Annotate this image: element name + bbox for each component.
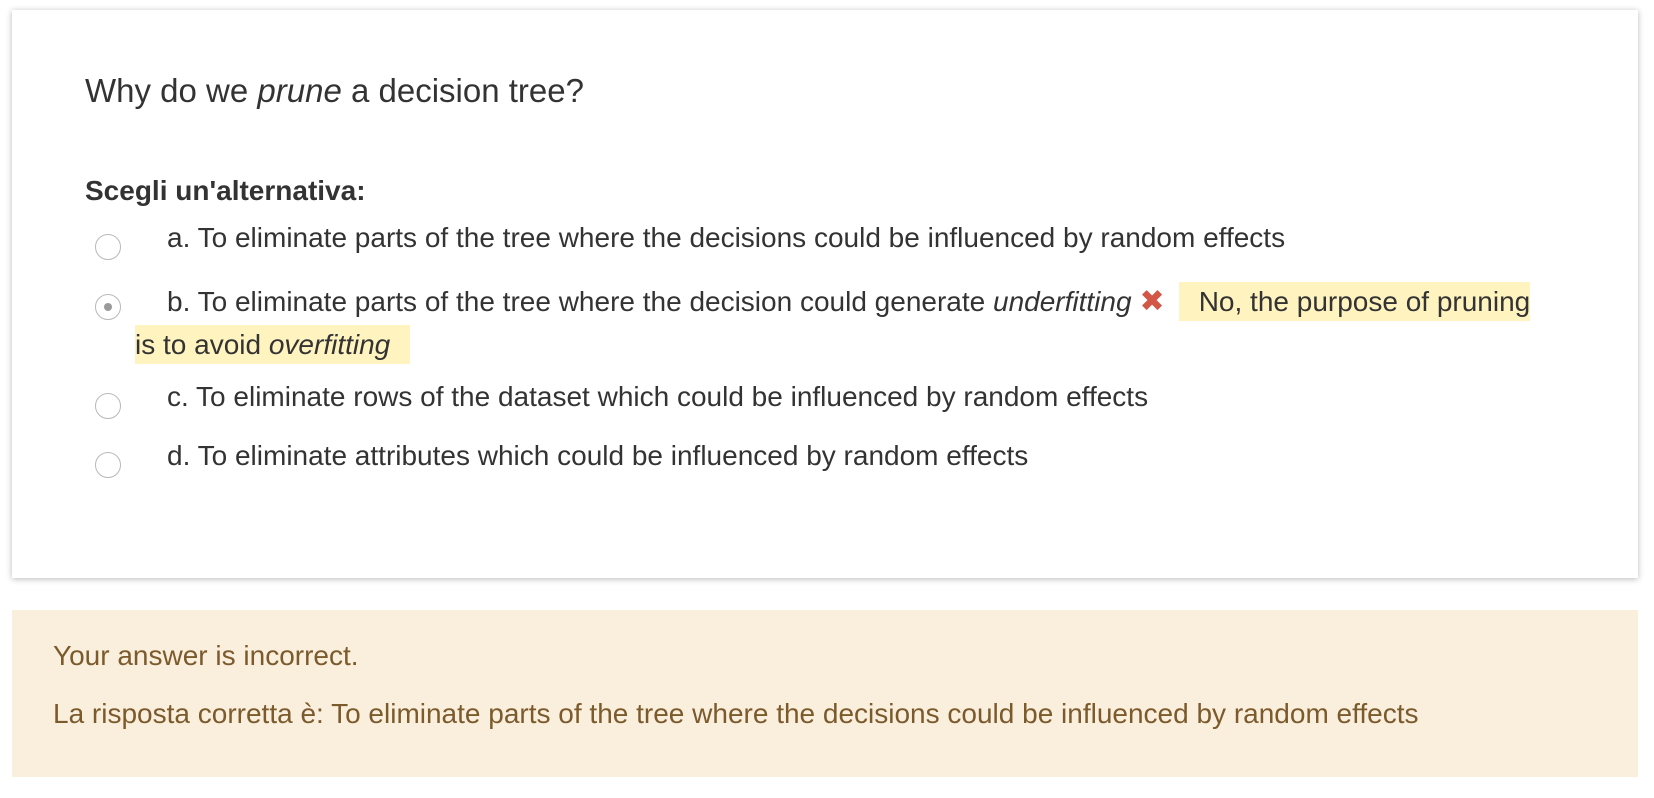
- option-b-content: b. To eliminate parts of the tree where …: [135, 280, 1555, 366]
- outcome-status: Your answer is incorrect.: [53, 640, 359, 671]
- option-b-feedback-emphasis: overfitting: [268, 329, 391, 360]
- option-d-radio[interactable]: [95, 452, 121, 478]
- option-b-label-emphasis: underfitting: [993, 286, 1132, 317]
- outcome-feedback-panel: Your answer is incorrect. La risposta co…: [12, 610, 1638, 777]
- question-card: Why do we prune a decision tree? Scegli …: [12, 10, 1638, 578]
- option-c-radio[interactable]: [95, 393, 121, 419]
- option-c-label: c. To eliminate rows of the dataset whic…: [167, 381, 1149, 412]
- radio-selected-dot: [104, 303, 112, 311]
- correct-answer-text: La risposta corretta è: To eliminate par…: [53, 698, 1419, 729]
- answer-prompt: Scegli un'alternativa:: [85, 175, 366, 206]
- question-text-start: Why do we: [85, 72, 258, 109]
- option-b-label: b. To eliminate parts of the tree where …: [167, 286, 993, 317]
- option-b-radio[interactable]: [95, 294, 121, 320]
- option-a-radio[interactable]: [95, 234, 121, 260]
- question-text-emphasis: prune: [257, 72, 342, 109]
- option-d-label: d. To eliminate attributes which could b…: [167, 440, 1029, 471]
- question-text-end: a decision tree?: [341, 72, 584, 109]
- option-b-feedback-text: No, the purpose of pruning is to avoid: [135, 286, 1531, 360]
- question-text: Why do we prune a decision tree?: [85, 72, 584, 110]
- option-a-label: a. To eliminate parts of the tree where …: [167, 222, 1286, 253]
- cross-icon: ✖: [1139, 285, 1165, 318]
